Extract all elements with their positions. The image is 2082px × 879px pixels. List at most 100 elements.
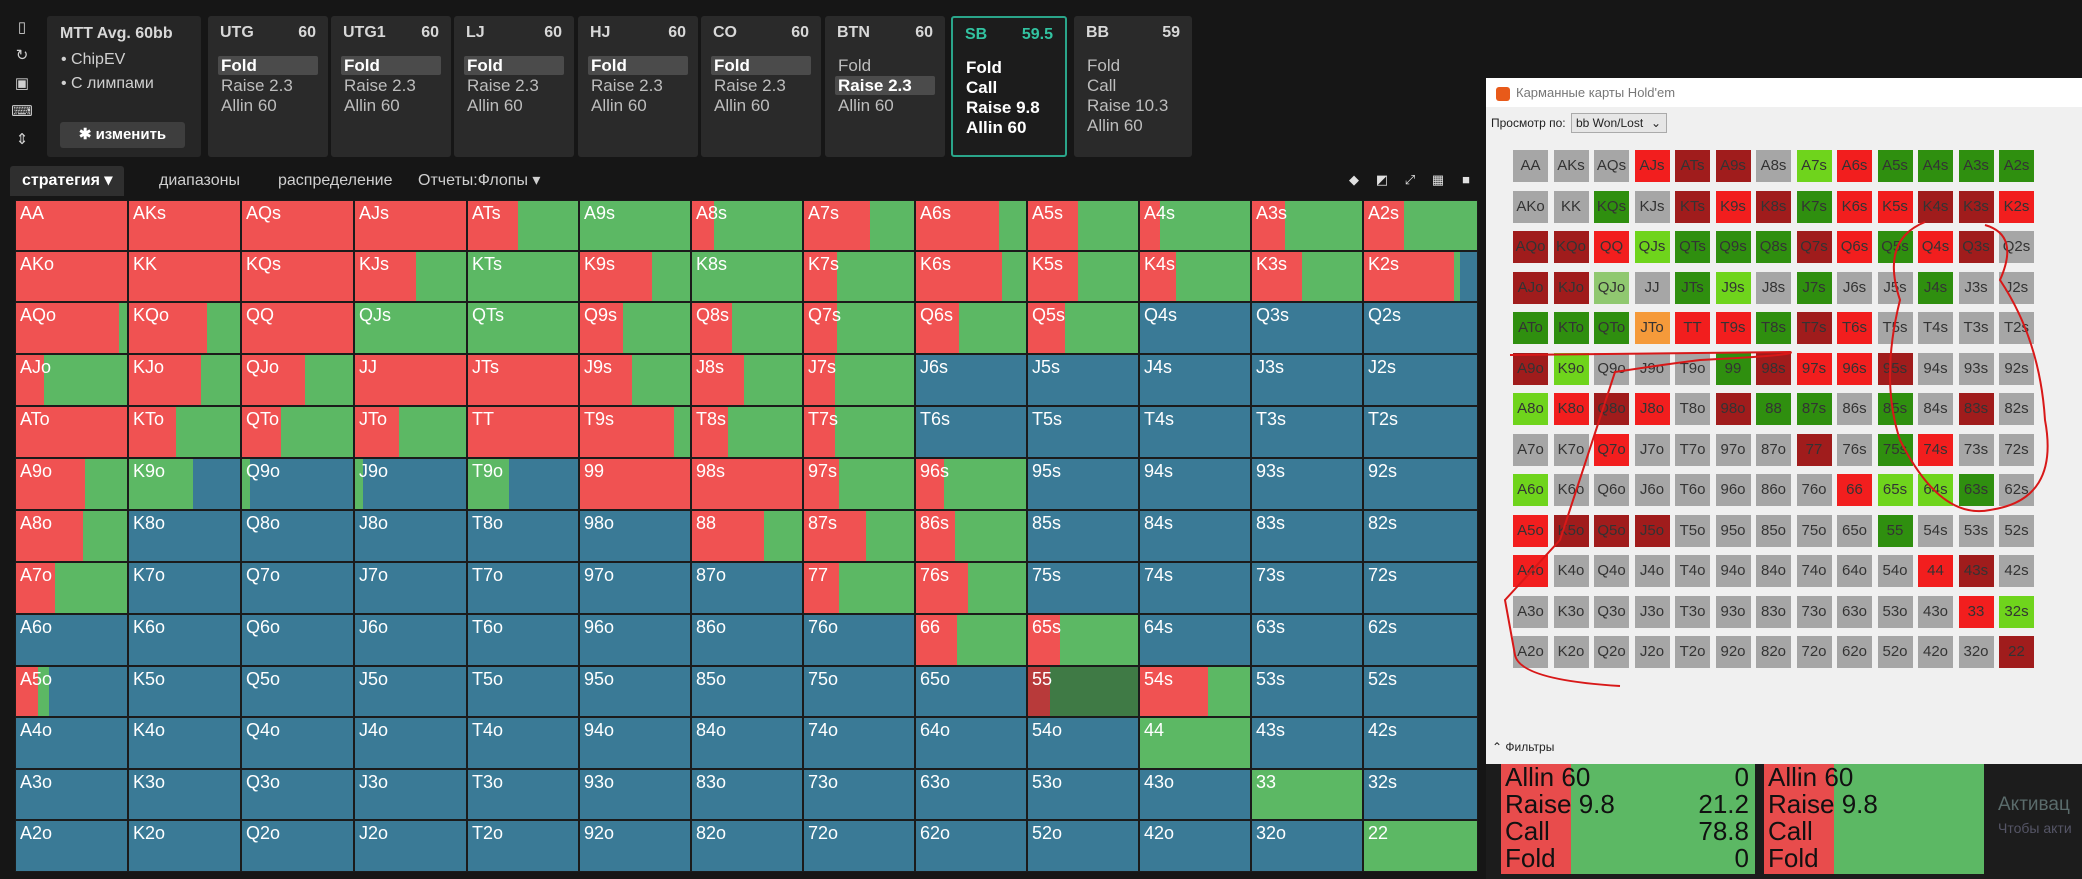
hand-cell[interactable]: K8s xyxy=(691,251,803,302)
pocket-cell[interactable]: T6o xyxy=(1675,474,1710,506)
position-card-bb[interactable]: BB 59 Fold Call Raise 10.3 Allin 60 xyxy=(1074,16,1192,157)
action-option[interactable]: Allin 60 xyxy=(467,96,523,115)
pocket-cell[interactable]: J3s xyxy=(1958,271,1994,304)
hand-cell[interactable]: 94s xyxy=(1139,458,1251,510)
hand-cell[interactable]: J9o xyxy=(354,458,467,510)
pocket-cell[interactable]: A2s xyxy=(1999,150,2034,182)
pocket-cell[interactable]: T9s xyxy=(1715,312,1751,344)
pocket-cell[interactable]: T8s xyxy=(1756,312,1791,344)
pocket-cell[interactable]: 93o xyxy=(1715,595,1751,628)
hand-cell[interactable]: 98s xyxy=(691,458,803,510)
hand-cell[interactable]: 88 xyxy=(691,510,803,562)
hand-cell[interactable]: A7o xyxy=(15,562,128,614)
square-icon[interactable]: ■ xyxy=(1462,172,1470,187)
pocket-cell[interactable]: A5o xyxy=(1513,514,1548,547)
pocket-cell[interactable]: Q9o xyxy=(1594,352,1629,385)
hand-cell[interactable]: 22 xyxy=(1363,820,1478,872)
pocket-cell[interactable]: 87s xyxy=(1796,393,1832,425)
pocket-cell[interactable]: 75s xyxy=(1877,433,1913,466)
hand-cell[interactable]: 43o xyxy=(1139,769,1251,820)
pocket-cell[interactable]: 87o xyxy=(1756,433,1791,466)
gamepad-icon[interactable]: ⌨ xyxy=(11,103,33,120)
hand-cell[interactable]: 86o xyxy=(691,614,803,666)
hand-cell[interactable]: Q9s xyxy=(579,302,691,354)
hand-cell[interactable]: 32s xyxy=(1363,769,1478,820)
pocket-cell[interactable]: J8s xyxy=(1756,271,1791,304)
pocket-cell[interactable]: K8s xyxy=(1756,190,1791,223)
hand-cell[interactable]: A9s xyxy=(579,200,691,251)
hand-cell[interactable]: J3o xyxy=(354,769,467,820)
action-option[interactable]: Allin 60 xyxy=(966,118,1027,137)
hand-cell[interactable]: T3o xyxy=(467,769,579,820)
pocket-cell[interactable]: 44 xyxy=(1918,555,1953,587)
hand-cell[interactable]: K9o xyxy=(128,458,241,510)
pocket-cell[interactable]: K2s xyxy=(1999,190,2034,223)
action-option[interactable]: Fold xyxy=(966,58,1002,77)
hand-cell[interactable]: KTs xyxy=(467,251,579,302)
hand-cell[interactable]: ATo xyxy=(15,406,128,458)
pocket-cell[interactable]: J6s xyxy=(1837,271,1872,304)
pocket-cell[interactable]: 97s xyxy=(1796,352,1832,385)
hand-cell[interactable]: 95s xyxy=(1027,458,1139,510)
pocket-cell[interactable]: 64s xyxy=(1918,474,1953,506)
hand-cell[interactable]: 76s xyxy=(915,562,1027,614)
hand-cell[interactable]: 73o xyxy=(803,769,915,820)
hand-cell[interactable]: 97o xyxy=(579,562,691,614)
pocket-cell[interactable]: 53o xyxy=(1877,595,1913,628)
hand-cell[interactable]: A6o xyxy=(15,614,128,666)
hand-cell[interactable]: K7o xyxy=(128,562,241,614)
hand-cell[interactable]: T9s xyxy=(579,406,691,458)
pocket-cell[interactable]: A8s xyxy=(1756,150,1791,182)
pocket-cell[interactable]: 72s xyxy=(1999,433,2034,466)
hand-cell[interactable]: 92s xyxy=(1363,458,1478,510)
hand-cell[interactable]: 75s xyxy=(1027,562,1139,614)
pocket-cell[interactable]: J8o xyxy=(1634,393,1670,425)
position-card-utg[interactable]: UTG 60 Fold Raise 2.3 Allin 60 xyxy=(208,16,328,157)
pocket-cell[interactable]: K8o xyxy=(1553,393,1589,425)
hand-cell[interactable]: 82o xyxy=(691,820,803,872)
hand-cell[interactable]: A4s xyxy=(1139,200,1251,251)
pocket-cell[interactable]: T2s xyxy=(1999,312,2034,344)
pocket-cell[interactable]: JTs xyxy=(1675,271,1710,304)
hand-cell[interactable]: Q7s xyxy=(803,302,915,354)
pocket-cell[interactable]: K3o xyxy=(1553,595,1589,628)
pocket-cell[interactable]: Q6o xyxy=(1594,474,1629,506)
hand-cell[interactable]: AA xyxy=(15,200,128,251)
pocket-cell[interactable]: 43o xyxy=(1918,595,1953,628)
pocket-cell[interactable]: 94s xyxy=(1918,352,1953,385)
pocket-cell[interactable]: KJo xyxy=(1553,271,1589,304)
action-option[interactable]: Call xyxy=(1087,76,1117,95)
pocket-cell[interactable]: A4s xyxy=(1918,150,1953,182)
pocket-cell[interactable]: 54s xyxy=(1918,514,1953,547)
pocket-cell[interactable]: 73o xyxy=(1796,595,1832,628)
hand-cell[interactable]: 93o xyxy=(579,769,691,820)
hand-cell[interactable]: ATs xyxy=(467,200,579,251)
hand-cell[interactable]: 85o xyxy=(691,666,803,717)
hand-cell[interactable]: A6s xyxy=(915,200,1027,251)
pocket-cell[interactable]: T3s xyxy=(1958,312,1994,344)
hand-cell[interactable]: J9s xyxy=(579,354,691,406)
hand-cell[interactable]: T4s xyxy=(1139,406,1251,458)
hand-cell[interactable]: T8s xyxy=(691,406,803,458)
hand-cell[interactable]: 83s xyxy=(1251,510,1363,562)
pocket-cell[interactable]: K7s xyxy=(1796,190,1832,223)
pocket-cell[interactable]: A7s xyxy=(1796,150,1832,182)
pocket-cell[interactable]: 96o xyxy=(1715,474,1751,506)
pocket-cell[interactable]: Q7o xyxy=(1594,433,1629,466)
pocket-cell[interactable]: J7s xyxy=(1796,271,1832,304)
pocket-cell[interactable]: T7s xyxy=(1796,312,1832,344)
pocket-cell[interactable]: Q5s xyxy=(1877,231,1913,263)
pocket-cell[interactable]: AQo xyxy=(1513,231,1548,263)
action-option[interactable]: Raise 2.3 xyxy=(835,76,935,95)
pocket-cell[interactable]: KK xyxy=(1553,190,1589,223)
hand-cell[interactable]: A2s xyxy=(1363,200,1478,251)
hand-cell[interactable]: 62o xyxy=(915,820,1027,872)
hand-cell[interactable]: 83o xyxy=(691,769,803,820)
hand-cell[interactable]: Q7o xyxy=(241,562,354,614)
hand-cell[interactable]: J7s xyxy=(803,354,915,406)
pocket-cell[interactable]: 77 xyxy=(1796,433,1832,466)
hand-cell[interactable]: 63s xyxy=(1251,614,1363,666)
pocket-cell[interactable]: T8o xyxy=(1675,393,1710,425)
hand-cell[interactable]: T5o xyxy=(467,666,579,717)
pocket-cell[interactable]: J7o xyxy=(1634,433,1670,466)
